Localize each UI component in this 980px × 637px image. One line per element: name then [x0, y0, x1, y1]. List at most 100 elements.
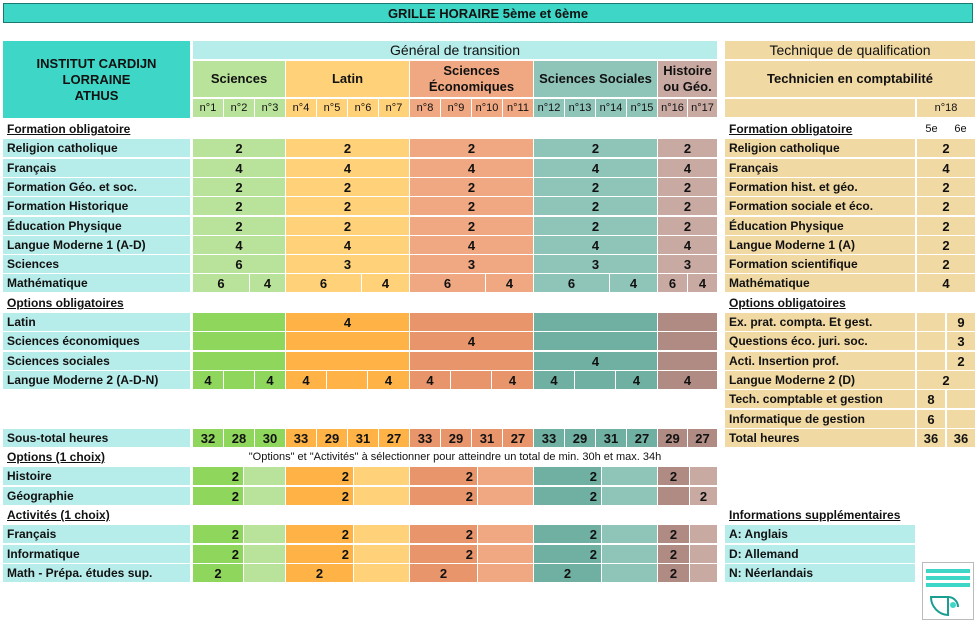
row-label: Informatique: [3, 545, 190, 563]
value-cell: [478, 564, 533, 582]
tech-year: 5e: [925, 123, 938, 135]
tech-number: n°18: [917, 99, 975, 117]
row-label: Math - Prépa. études sup.: [3, 564, 190, 582]
school-name-line: INSTITUT CARDIJN: [36, 55, 157, 71]
tech-row-label: Religion catholique: [725, 139, 915, 157]
value-cell: 6: [410, 274, 485, 292]
value-cell: 4: [410, 236, 533, 254]
school-name-line: ATHUS: [74, 87, 119, 103]
tech-value: [947, 410, 975, 428]
tech-row-label: Acti. Insertion prof.: [725, 352, 915, 370]
value-cell: 4: [193, 236, 285, 254]
value-cell: [244, 487, 285, 505]
value-cell: [575, 371, 615, 389]
tech-row-label: Formation hist. et géo.: [725, 178, 915, 196]
tech-value: 6: [917, 410, 945, 428]
col-number: n°16: [658, 99, 687, 117]
row-label: Éducation Physique: [3, 217, 190, 235]
value-cell: 2: [193, 487, 243, 505]
subtotal-cell: 29: [565, 429, 595, 447]
row-label: Formation Historique: [3, 197, 190, 215]
value-cell: 4: [286, 159, 409, 177]
value-cell: 2: [534, 217, 657, 235]
row-label: Langue Moderne 2 (A-D-N): [3, 371, 190, 389]
options-note: "Options" et "Activités" à sélectionner …: [248, 451, 662, 463]
value-cell: 4: [286, 313, 409, 331]
value-cell: [354, 564, 409, 582]
row-label: Sciences: [3, 255, 190, 273]
row-label: Français: [3, 159, 190, 177]
row-label: Mathématique: [3, 274, 190, 292]
value-cell: [690, 525, 717, 543]
value-cell: 4: [486, 274, 533, 292]
value-cell: 2: [658, 545, 689, 563]
value-cell: 4: [658, 159, 717, 177]
row-label: Religion catholique: [3, 139, 190, 157]
section-options: Options obligatoires: [7, 296, 124, 310]
value-cell: 4: [410, 159, 533, 177]
subtotal-cell: 27: [627, 429, 657, 447]
col-number: n°12: [534, 99, 564, 117]
tech-row-label: Mathématique: [725, 274, 915, 292]
value-cell: [602, 564, 657, 582]
value-cell: 2: [286, 217, 409, 235]
value-cell: 4: [368, 371, 409, 389]
value-cell: 2: [410, 139, 533, 157]
value-cell: 2: [286, 545, 353, 563]
value-cell: 2: [534, 467, 601, 485]
value-cell: 4: [193, 159, 285, 177]
value-cell: 2: [658, 525, 689, 543]
tech-value: [917, 352, 945, 370]
value-cell: [327, 371, 367, 389]
value-cell: [354, 525, 409, 543]
subtotal-cell: 29: [441, 429, 471, 447]
col-number: n°13: [565, 99, 595, 117]
col-number: n°1: [193, 99, 223, 117]
subtotal-cell: 29: [658, 429, 687, 447]
value-cell: 4: [610, 274, 657, 292]
group-header-sciences_soc: Sciences Sociales: [534, 61, 657, 97]
school-name: INSTITUT CARDIJN LORRAINE ATHUS: [3, 41, 190, 118]
technique-header: Technique de qualification: [725, 41, 975, 59]
value-cell: [478, 525, 533, 543]
value-cell: 2: [534, 564, 601, 582]
tech-row-label: Tech. comptable et gestion: [725, 390, 915, 408]
value-cell: 4: [362, 274, 409, 292]
value-cell: [690, 564, 717, 582]
tech-value: 2: [917, 217, 975, 235]
col-number: n°9: [441, 99, 471, 117]
subtotal-cell: 27: [503, 429, 533, 447]
value-cell: 2: [286, 564, 353, 582]
value-cell: 4: [250, 274, 285, 292]
value-cell: 2: [286, 197, 409, 215]
value-cell: 4: [286, 371, 326, 389]
value-cell: [690, 467, 717, 485]
value-cell: 6: [534, 274, 609, 292]
tech-blank: [725, 99, 915, 117]
row-label: Sciences sociales: [3, 352, 190, 370]
value-cell: 2: [534, 197, 657, 215]
subtotal-cell: 33: [534, 429, 564, 447]
tech-year: 6e: [954, 123, 967, 135]
info-item: D: Allemand: [725, 545, 915, 563]
value-cell: 2: [534, 545, 601, 563]
value-cell: [534, 313, 657, 331]
group-header-sciences_eco: Sciences Économiques: [410, 61, 533, 97]
section-infos: Informations supplémentaires: [729, 508, 901, 522]
value-cell: [451, 371, 491, 389]
value-cell: 4: [534, 236, 657, 254]
value-cell: 2: [286, 178, 409, 196]
subtotal-cell: 29: [317, 429, 347, 447]
value-cell: [286, 352, 409, 370]
value-cell: [602, 467, 657, 485]
col-number: n°14: [596, 99, 626, 117]
value-cell: [286, 332, 409, 350]
value-cell: [690, 545, 717, 563]
row-label: Formation Géo. et soc.: [3, 178, 190, 196]
value-cell: 2: [286, 467, 353, 485]
col-number: n°17: [688, 99, 717, 117]
page-title: GRILLE HORAIRE 5ème et 6ème: [3, 3, 973, 23]
subtotal-cell: 33: [410, 429, 440, 447]
value-cell: 2: [534, 487, 601, 505]
subtotal-cell: 28: [224, 429, 254, 447]
